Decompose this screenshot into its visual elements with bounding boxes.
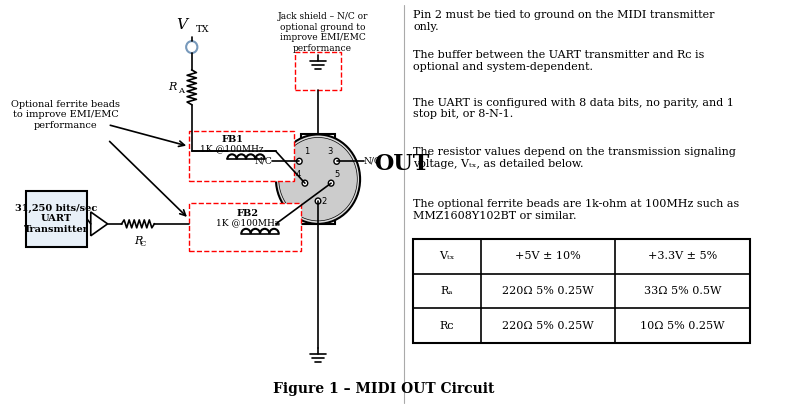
Text: 2: 2 bbox=[322, 196, 327, 206]
Text: Figure 1 – MIDI OUT Circuit: Figure 1 – MIDI OUT Circuit bbox=[273, 382, 494, 396]
Text: 5: 5 bbox=[335, 170, 340, 179]
Text: 1K @100MHz: 1K @100MHz bbox=[200, 144, 264, 153]
Text: +3.3V ± 5%: +3.3V ± 5% bbox=[648, 251, 718, 261]
Text: Optional ferrite beads
to improve EMI/EMC
performance: Optional ferrite beads to improve EMI/EM… bbox=[11, 100, 120, 130]
Text: Vₜₓ: Vₜₓ bbox=[439, 251, 455, 261]
Bar bbox=[189, 132, 294, 181]
Bar bbox=[26, 191, 87, 247]
Bar bbox=[189, 203, 301, 251]
Text: Pin 2 must be tied to ground on the MIDI transmitter
only.: Pin 2 must be tied to ground on the MIDI… bbox=[414, 10, 715, 32]
Text: TX: TX bbox=[195, 25, 209, 34]
Text: OUT: OUT bbox=[374, 153, 430, 175]
Text: Rᴄ: Rᴄ bbox=[440, 321, 454, 330]
Text: FB1: FB1 bbox=[221, 135, 243, 144]
Bar bbox=[414, 239, 750, 343]
Text: FB2: FB2 bbox=[237, 209, 259, 218]
Text: C: C bbox=[139, 240, 146, 248]
Circle shape bbox=[276, 135, 360, 224]
Text: R: R bbox=[169, 82, 177, 92]
Bar bbox=[301, 135, 335, 224]
Text: +5V ± 10%: +5V ± 10% bbox=[515, 251, 581, 261]
Text: 33Ω 5% 0.5W: 33Ω 5% 0.5W bbox=[644, 286, 722, 296]
Text: The optional ferrite beads are 1k-ohm at 100MHz such as
MMZ1608Y102BT or similar: The optional ferrite beads are 1k-ohm at… bbox=[414, 199, 740, 220]
Text: N/C: N/C bbox=[364, 157, 382, 166]
Text: Jack shield – N/C or
optional ground to
improve EMI/EMC
performance: Jack shield – N/C or optional ground to … bbox=[278, 12, 368, 52]
Text: 3: 3 bbox=[327, 147, 333, 156]
Text: R: R bbox=[134, 236, 142, 246]
Circle shape bbox=[302, 180, 308, 186]
Text: 220Ω 5% 0.25W: 220Ω 5% 0.25W bbox=[502, 321, 594, 330]
Text: Rₐ: Rₐ bbox=[441, 286, 454, 296]
Circle shape bbox=[315, 198, 321, 204]
Text: The UART is configured with 8 data bits, no parity, and 1
stop bit, or 8-N-1.: The UART is configured with 8 data bits,… bbox=[414, 98, 734, 119]
Text: N/C: N/C bbox=[254, 157, 272, 166]
Circle shape bbox=[328, 180, 334, 186]
Circle shape bbox=[278, 137, 358, 221]
Circle shape bbox=[297, 158, 302, 164]
Text: 1: 1 bbox=[304, 147, 310, 156]
Bar bbox=[294, 52, 342, 90]
Text: 220Ω 5% 0.25W: 220Ω 5% 0.25W bbox=[502, 286, 594, 296]
Text: 10Ω 5% 0.25W: 10Ω 5% 0.25W bbox=[641, 321, 725, 330]
Text: 4: 4 bbox=[296, 170, 301, 179]
Circle shape bbox=[334, 158, 339, 164]
Text: V: V bbox=[176, 18, 187, 32]
Text: A: A bbox=[178, 87, 184, 95]
Text: 1K @100MHz: 1K @100MHz bbox=[216, 218, 280, 227]
Text: The resistor values depend on the transmission signaling
voltage, Vₜₓ, as detail: The resistor values depend on the transm… bbox=[414, 147, 736, 169]
Text: 31,250 bits/sec
UART
Transmitter: 31,250 bits/sec UART Transmitter bbox=[15, 204, 98, 234]
Text: The buffer between the UART transmitter and Rᴄ is
optional and system-dependent.: The buffer between the UART transmitter … bbox=[414, 50, 705, 72]
